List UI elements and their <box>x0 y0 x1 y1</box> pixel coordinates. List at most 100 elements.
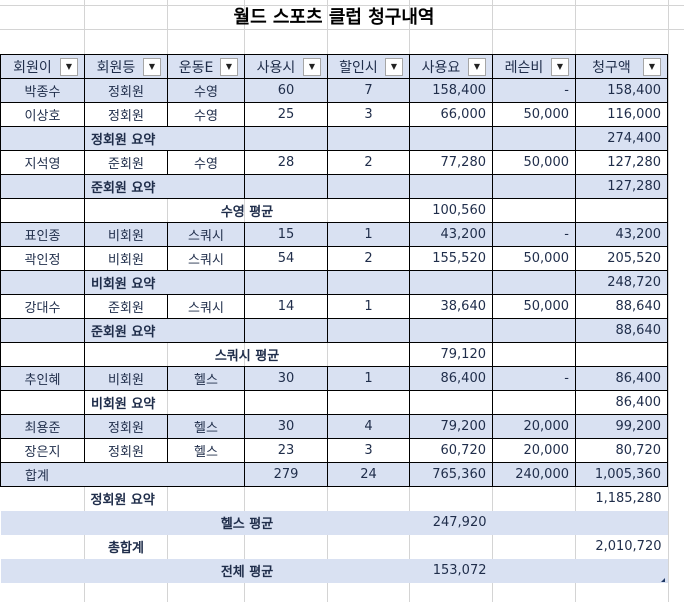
table-cell[interactable]: 240,000 <box>492 462 576 487</box>
table-cell[interactable] <box>244 318 328 343</box>
table-cell[interactable]: 헬스 <box>167 438 245 463</box>
table-cell[interactable]: 정회원 <box>84 414 168 439</box>
table-cell[interactable] <box>409 318 493 343</box>
table-cell[interactable]: 비회원 요약 <box>84 270 245 295</box>
table-cell[interactable] <box>0 318 85 343</box>
table-cell[interactable]: 28 <box>244 150 328 175</box>
table-cell[interactable] <box>492 126 576 151</box>
column-header[interactable]: 사용시 ▼ <box>244 54 328 79</box>
filter-dropdown-icon[interactable]: ▼ <box>60 57 78 76</box>
table-cell[interactable] <box>244 174 328 199</box>
table-cell[interactable] <box>493 487 576 511</box>
filter-dropdown-icon[interactable]: ▼ <box>303 57 321 76</box>
table-cell[interactable] <box>492 342 576 367</box>
table-cell[interactable]: 77,280 <box>409 150 493 175</box>
table-cell[interactable] <box>410 487 493 511</box>
table-cell[interactable]: 3 <box>327 102 410 127</box>
table-cell[interactable]: 4 <box>327 414 410 439</box>
table-cell[interactable]: 127,280 <box>575 174 668 199</box>
table-cell[interactable] <box>409 390 493 415</box>
table-cell[interactable] <box>492 270 576 295</box>
table-cell[interactable]: 88,640 <box>575 318 668 343</box>
table-cell[interactable] <box>0 198 85 223</box>
table-cell[interactable]: 정회원 <box>84 438 168 463</box>
column-header[interactable]: 할인시 ▼ <box>327 54 410 79</box>
table-cell[interactable]: 54 <box>244 246 328 271</box>
table-cell[interactable]: 79,120 <box>409 342 493 367</box>
table-cell[interactable]: 수영 <box>167 78 245 103</box>
column-header[interactable]: 청구액 ▼ <box>575 54 668 79</box>
table-cell[interactable]: 50,000 <box>492 102 576 127</box>
table-cell[interactable]: 14 <box>244 294 328 319</box>
table-cell[interactable]: - <box>492 366 576 391</box>
table-cell[interactable]: 비회원 <box>84 222 168 247</box>
table-cell[interactable] <box>245 535 328 559</box>
table-cell[interactable]: 50,000 <box>492 150 576 175</box>
table-cell[interactable] <box>0 342 85 367</box>
table-cell[interactable]: 스쿼시 <box>167 246 245 271</box>
table-cell[interactable]: 88,640 <box>575 294 668 319</box>
table-cell[interactable]: 153,072 <box>409 558 493 583</box>
table-cell[interactable] <box>1 487 85 511</box>
table-cell[interactable]: 총합계 <box>108 541 144 556</box>
table-cell[interactable]: 정회원 요약 <box>84 126 245 151</box>
table-cell[interactable] <box>0 510 85 535</box>
table-cell[interactable]: 표인종 <box>0 222 85 247</box>
table-cell[interactable]: 127,280 <box>575 150 668 175</box>
column-header[interactable]: 회원이 ▼ <box>0 54 85 79</box>
table-cell[interactable]: 247,920 <box>409 510 493 535</box>
table-cell[interactable] <box>0 174 85 199</box>
column-header[interactable]: 레슨비 ▼ <box>492 54 576 79</box>
table-cell[interactable]: 205,520 <box>575 246 668 271</box>
table-cell[interactable] <box>493 535 576 559</box>
table-cell[interactable]: 155,520 <box>409 246 493 271</box>
table-cell[interactable]: 박종수 <box>0 78 85 103</box>
table-cell[interactable]: 86,400 <box>575 366 668 391</box>
table-cell[interactable]: 준회원 요약 <box>84 318 245 343</box>
table-cell[interactable]: 99,200 <box>575 414 668 439</box>
table-cell[interactable] <box>492 318 576 343</box>
table-cell[interactable]: 최용준 <box>0 414 85 439</box>
table-cell[interactable]: 86,400 <box>575 390 668 415</box>
filter-dropdown-icon[interactable]: ▼ <box>143 57 161 76</box>
table-cell[interactable] <box>328 535 410 559</box>
column-header[interactable]: 회원등 ▼ <box>84 54 168 79</box>
table-cell[interactable]: 2 <box>327 246 410 271</box>
table-cell[interactable]: 1 <box>327 366 410 391</box>
table-cell[interactable]: 곽인정 <box>0 246 85 271</box>
table-cell[interactable]: 100,560 <box>409 198 493 223</box>
table-cell[interactable]: 158,400 <box>575 78 668 103</box>
table-cell[interactable]: 헬스 <box>167 366 245 391</box>
table-cell[interactable] <box>244 270 328 295</box>
table-cell[interactable] <box>492 390 576 415</box>
table-cell[interactable] <box>0 390 85 415</box>
table-cell[interactable]: 수영 평균 <box>84 198 410 223</box>
table-cell[interactable] <box>575 558 668 583</box>
table-cell[interactable] <box>492 174 576 199</box>
table-cell[interactable] <box>327 318 410 343</box>
table-cell[interactable] <box>575 342 668 367</box>
table-cell[interactable]: 지석영 <box>0 150 85 175</box>
table-cell[interactable]: 준회원 요약 <box>84 174 245 199</box>
table-cell[interactable]: 279 <box>244 462 328 487</box>
table-cell[interactable] <box>575 510 668 535</box>
table-cell[interactable]: 60,720 <box>409 438 493 463</box>
table-cell[interactable]: 전체 평균 <box>84 558 410 583</box>
filter-dropdown-icon[interactable]: ▼ <box>468 57 486 76</box>
table-cell[interactable] <box>0 558 85 583</box>
table-cell[interactable]: 43,200 <box>575 222 668 247</box>
table-cell[interactable]: 25 <box>244 102 328 127</box>
table-cell[interactable]: 116,000 <box>575 102 668 127</box>
table-cell[interactable]: 헬스 평균 <box>84 510 410 535</box>
table-cell[interactable] <box>245 487 328 511</box>
table-cell[interactable]: 274,400 <box>575 126 668 151</box>
table-cell[interactable]: 1,185,280 <box>595 491 662 507</box>
table-cell[interactable]: 헬스 <box>167 414 245 439</box>
table-cell[interactable] <box>575 198 668 223</box>
table-cell[interactable]: 30 <box>244 414 328 439</box>
table-cell[interactable]: 43,200 <box>409 222 493 247</box>
table-cell[interactable]: 비회원 요약 <box>84 390 245 415</box>
table-cell[interactable]: 3 <box>327 438 410 463</box>
table-cell[interactable]: 158,400 <box>409 78 493 103</box>
filter-dropdown-icon[interactable]: ▼ <box>385 57 403 76</box>
